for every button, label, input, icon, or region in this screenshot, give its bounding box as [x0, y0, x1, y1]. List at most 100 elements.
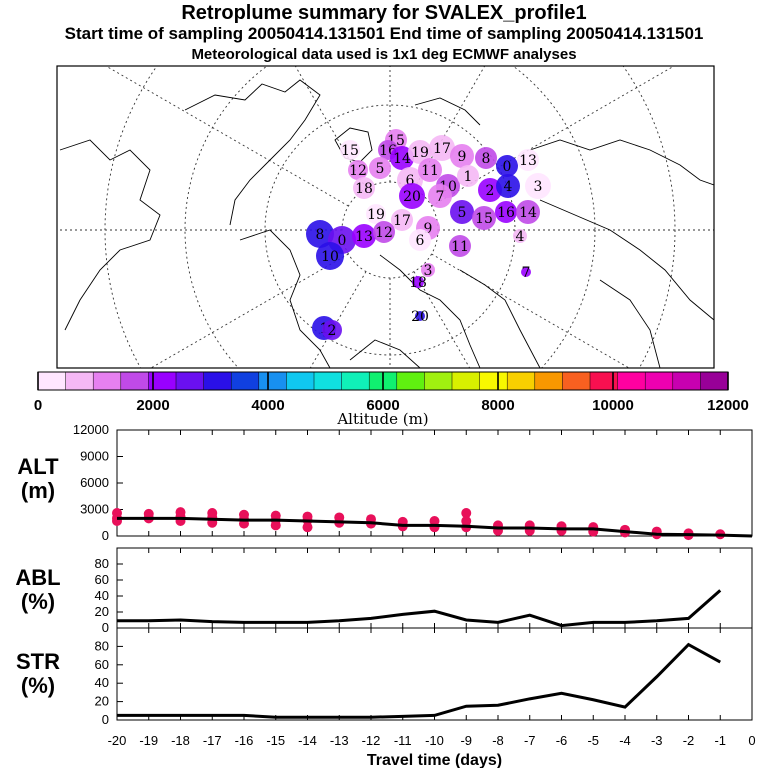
meridian-line — [413, 66, 486, 189]
plume-marker-label: 4 — [516, 229, 525, 245]
plume-marker-label: 0 — [338, 233, 347, 249]
plume-marker — [399, 183, 425, 209]
plume-marker — [340, 140, 360, 160]
plume-marker — [450, 144, 474, 168]
plume-marker-label: 3 — [424, 263, 433, 279]
plume-marker — [429, 135, 455, 161]
x-tick-label: -8 — [492, 733, 504, 748]
alt-scatter-point — [302, 522, 313, 533]
alt-y-tick-label: 3000 — [80, 502, 109, 517]
colorbar-segment — [314, 372, 342, 390]
str-band-label-top: STR — [16, 649, 60, 674]
colorbar-segment — [286, 372, 314, 390]
plume-marker-label: 13 — [355, 229, 373, 245]
plume-marker-label: 20 — [403, 189, 421, 205]
plume-marker-label: 17 — [433, 141, 451, 157]
plume-marker-label: 17 — [393, 213, 411, 229]
x-tick-label: -13 — [330, 733, 349, 748]
plume-marker-label: 19 — [411, 145, 429, 161]
coastline — [239, 229, 331, 368]
colorbar-title: Altitude (m) — [336, 410, 428, 428]
alt-scatter-point — [556, 525, 567, 536]
plume-marker — [409, 229, 431, 251]
plume-marker-label: 7 — [522, 265, 531, 281]
x-tick-label: -5 — [587, 733, 599, 748]
plume-marker — [408, 140, 432, 164]
abl-y-tick-label: 20 — [95, 604, 109, 619]
plume-marker-label: 6 — [416, 233, 425, 249]
colorbar-tick-label: 4000 — [251, 397, 284, 414]
alt-y-tick-label: 6000 — [80, 475, 109, 490]
str-y-tick-label: 80 — [95, 638, 109, 653]
plume-marker-label: 1 — [464, 169, 473, 185]
plume-marker — [475, 147, 497, 169]
colorbar-segment — [341, 372, 370, 390]
str-panel-frame — [116, 627, 753, 721]
coastline — [59, 139, 161, 331]
plume-marker — [472, 206, 496, 230]
str-y-tick-label: 60 — [95, 657, 109, 672]
x-tick-label: -3 — [651, 733, 663, 748]
plume-marker — [353, 177, 375, 199]
x-tick-label: -4 — [619, 733, 631, 748]
alt-series-line — [117, 516, 753, 538]
plume-marker — [450, 200, 474, 224]
abl-band-label-top: ABL — [15, 565, 61, 590]
str-y-tick-label: 40 — [95, 675, 109, 690]
plume-marker — [521, 267, 531, 277]
plume-marker-label: 19 — [367, 207, 385, 223]
coastline — [599, 279, 661, 368]
plume-marker — [366, 204, 386, 224]
coastline — [459, 269, 541, 368]
plume-marker — [316, 242, 344, 270]
str-band-label: STR (%) — [8, 650, 68, 698]
x-tick-label: -19 — [139, 733, 158, 748]
alt-y-tick-label: 12000 — [73, 422, 109, 437]
abl-panel-frame — [116, 547, 753, 629]
plume-marker — [478, 178, 502, 202]
plume-marker — [322, 320, 342, 340]
colorbar-segment — [562, 372, 590, 390]
colorbar-segment — [645, 372, 673, 390]
plume-marker-label: 15 — [341, 143, 359, 159]
colorbar-segment — [258, 372, 287, 390]
x-tick-label: -17 — [203, 733, 222, 748]
x-tick-label: 0 — [748, 733, 755, 748]
plume-marker — [306, 220, 334, 248]
abl-y-tick-label: 60 — [95, 572, 109, 587]
x-axis-title: Travel time (days) — [367, 752, 502, 768]
colorbar-tick-label: 12000 — [707, 397, 749, 414]
plume-marker-label: 8 — [316, 227, 325, 243]
abl-series-line — [117, 589, 722, 628]
x-tick-label: -18 — [171, 733, 190, 748]
plume-marker — [449, 235, 471, 257]
x-tick-label: -16 — [235, 733, 254, 748]
plume-marker — [496, 155, 518, 177]
alt-band-label: ALT (m) — [8, 455, 68, 503]
x-tick-label: -11 — [394, 733, 412, 748]
plume-marker — [513, 229, 527, 243]
meridian-line — [150, 253, 349, 368]
colorbar-tick-label: 8000 — [481, 397, 514, 414]
x-tick-label: -1 — [714, 733, 726, 748]
x-tick-label: -7 — [524, 733, 536, 748]
plume-marker-label: 20 — [411, 309, 429, 325]
plume-marker-label: 12 — [375, 225, 393, 241]
colorbar-segment — [590, 372, 618, 390]
str-band-label-bottom: (%) — [20, 673, 56, 698]
coastline — [379, 254, 481, 368]
abl-band-label-bottom: (%) — [20, 589, 56, 614]
sampling-times: Start time of sampling 20050414.131501 E… — [64, 24, 704, 43]
abl-y-tick-label: 40 — [95, 588, 109, 603]
x-tick-label: -2 — [683, 733, 695, 748]
plume-marker-label: 12 — [349, 163, 367, 179]
plume-marker — [428, 184, 452, 208]
plume-marker — [348, 160, 368, 180]
colorbar-segment — [700, 372, 728, 390]
colorbar-segment — [231, 372, 259, 390]
plume-marker — [457, 165, 479, 187]
plume-marker-label: 2 — [328, 323, 337, 339]
alt-y-tick-label: 0 — [102, 528, 109, 543]
